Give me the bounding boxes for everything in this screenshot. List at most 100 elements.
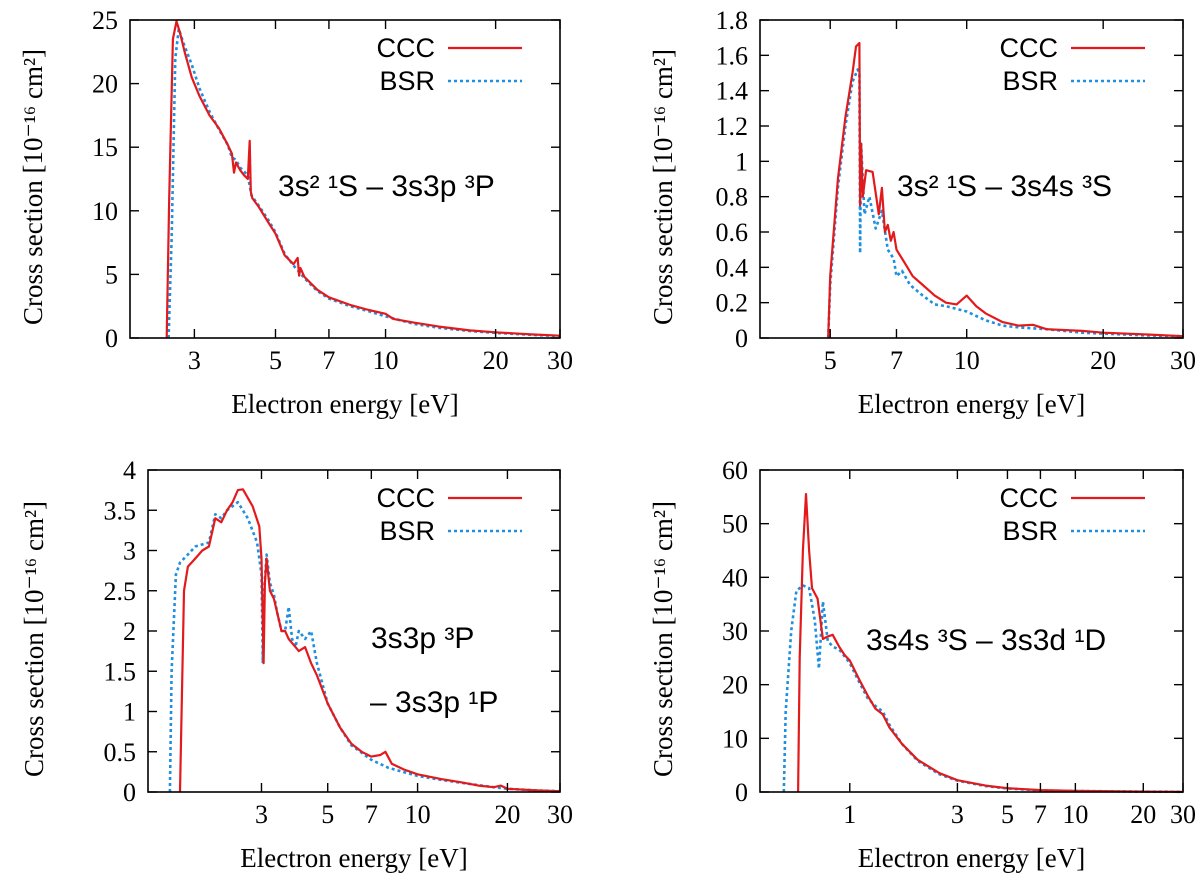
y-tick-label: 0.6 — [716, 218, 749, 247]
x-axis-title: Electron energy [eV] — [240, 843, 467, 873]
y-tick-label: 0.8 — [716, 183, 749, 212]
series-line-bsr — [782, 584, 1184, 794]
plot-frame — [129, 19, 561, 339]
transition-annotation: 3s4s ³S – 3s3d ¹D — [866, 624, 1106, 657]
x-tick-label: 1 — [843, 800, 856, 829]
y-axis-title: Cross section [10⁻¹⁶ cm²] — [18, 49, 48, 325]
y-tick-label: 0.4 — [716, 253, 749, 282]
legend: CCC BSR — [1000, 483, 1145, 546]
series-line-ccc — [827, 41, 1184, 339]
transition-annotation: 3s3p ³P — [371, 622, 474, 655]
y-ticks: 0 5 10 15 20 25 — [92, 6, 560, 353]
x-axis-title: Electron energy [eV] — [231, 389, 458, 419]
y-tick-label: 1.8 — [716, 6, 749, 35]
y-tick-label: 10 — [722, 724, 748, 753]
legend-label-bsr: BSR — [379, 516, 435, 546]
x-tick-label: 7 — [1034, 800, 1047, 829]
y-ticks: 0 0.5 1 1.5 2 2.5 3 3.5 4 — [104, 456, 560, 807]
y-tick-label: 1 — [735, 147, 748, 176]
y-tick-label: 10 — [92, 197, 118, 226]
x-tick-label: 7 — [365, 800, 378, 829]
x-tick-label: 10 — [373, 346, 399, 375]
x-ticks: 3 5 7 10 20 30 — [255, 470, 573, 829]
panel-bottom-right: 1 3 5 7 10 20 30 0 10 20 30 40 50 60 Electron energy… — [648, 456, 1196, 873]
x-tick-label: 10 — [405, 800, 431, 829]
series-line-ccc — [165, 20, 561, 339]
x-ticks: 1 3 5 7 10 20 30 — [843, 470, 1196, 829]
y-tick-label: 0 — [735, 778, 748, 807]
x-tick-label: 5 — [321, 800, 334, 829]
y-tick-label: 50 — [722, 510, 748, 539]
y-tick-label: 20 — [722, 671, 748, 700]
x-tick-label: 30 — [547, 800, 573, 829]
y-tick-label: 5 — [105, 260, 118, 289]
y-tick-label: 1.2 — [716, 112, 749, 141]
panel-bottom-left: 3 5 7 10 20 30 0 0.5 1 1.5 2 2.5 3 3.5 4 Electron ene… — [19, 456, 573, 873]
y-tick-label: 2 — [123, 617, 136, 646]
plot-area — [782, 493, 1184, 794]
legend: CCC BSR — [377, 483, 522, 546]
plot-area — [168, 488, 561, 793]
y-tick-label: 25 — [92, 6, 118, 35]
y-tick-label: 0 — [123, 778, 136, 807]
x-tick-label: 30 — [1170, 800, 1196, 829]
y-tick-label: 60 — [722, 456, 748, 485]
legend-label-bsr: BSR — [379, 66, 435, 96]
plot-frame — [147, 469, 561, 793]
y-tick-label: 20 — [92, 70, 118, 99]
legend-label-ccc: CCC — [377, 483, 436, 513]
y-tick-label: 15 — [92, 133, 118, 162]
x-tick-label: 5 — [824, 346, 837, 375]
x-tick-label: 3 — [255, 800, 268, 829]
y-tick-label: 1.6 — [716, 41, 749, 70]
y-tick-label: 3 — [123, 537, 136, 566]
legend: CCC BSR — [377, 33, 522, 96]
y-tick-label: 1 — [123, 698, 136, 727]
x-tick-label: 20 — [1090, 346, 1116, 375]
plot-area — [826, 41, 1184, 339]
transition-annotation: 3s² ¹S – 3s3p ³P — [278, 170, 495, 203]
y-tick-label: 1.5 — [104, 657, 137, 686]
y-tick-label: 30 — [722, 617, 748, 646]
series-line-ccc — [178, 488, 561, 793]
y-axis-title: Cross section [10⁻¹⁶ cm²] — [648, 501, 678, 777]
legend-label-ccc: CCC — [1000, 33, 1059, 63]
panel-top-left: 3 5 7 10 20 30 0 5 10 15 20 25 Electron energy [eV… — [18, 6, 573, 419]
legend-label-ccc: CCC — [377, 33, 436, 63]
series-line-bsr — [168, 500, 561, 793]
x-axis-title: Electron energy [eV] — [858, 389, 1085, 419]
legend-label-bsr: BSR — [1002, 516, 1058, 546]
y-tick-label: 1.4 — [716, 77, 749, 106]
x-tick-label: 10 — [954, 346, 980, 375]
x-ticks: 3 5 7 10 20 30 — [188, 20, 573, 375]
x-tick-label: 30 — [547, 346, 573, 375]
y-tick-label: 0.2 — [716, 289, 749, 318]
x-tick-label: 3 — [951, 800, 964, 829]
panel-top-right: 5 7 10 20 30 0 0.2 0.4 0.6 0.8 1 1.2 1.4 1.6 1.8 Elec… — [648, 6, 1196, 419]
x-tick-label: 5 — [269, 346, 282, 375]
transition-annotation-line2: – 3s3p ¹P — [370, 686, 498, 719]
x-tick-label: 20 — [1130, 800, 1156, 829]
y-tick-label: 2.5 — [104, 577, 137, 606]
y-axis-title: Cross section [10⁻¹⁶ cm²] — [648, 49, 678, 325]
series-line-ccc — [797, 493, 1184, 793]
y-tick-label: 4 — [123, 456, 136, 485]
x-axis-title: Electron energy [eV] — [858, 843, 1085, 873]
series-line-bsr — [826, 68, 1184, 339]
y-tick-label: 0 — [105, 324, 118, 353]
y-ticks: 0 10 20 30 40 50 60 — [722, 456, 1183, 807]
y-tick-label: 40 — [722, 563, 748, 592]
x-tick-label: 20 — [494, 800, 520, 829]
y-tick-label: 3.5 — [104, 496, 137, 525]
plot-frame — [759, 19, 1184, 339]
transition-annotation: 3s² ¹S – 3s4s ³S — [897, 170, 1112, 203]
x-tick-label: 7 — [322, 346, 335, 375]
x-tick-label: 3 — [188, 346, 201, 375]
x-ticks: 5 7 10 20 30 — [824, 20, 1196, 375]
x-tick-label: 5 — [1001, 800, 1014, 829]
x-tick-label: 10 — [1062, 800, 1088, 829]
y-ticks: 0 0.2 0.4 0.6 0.8 1 1.2 1.4 1.6 1.8 — [716, 6, 1183, 353]
legend: CCC BSR — [1000, 33, 1145, 96]
plot-area — [165, 20, 561, 339]
